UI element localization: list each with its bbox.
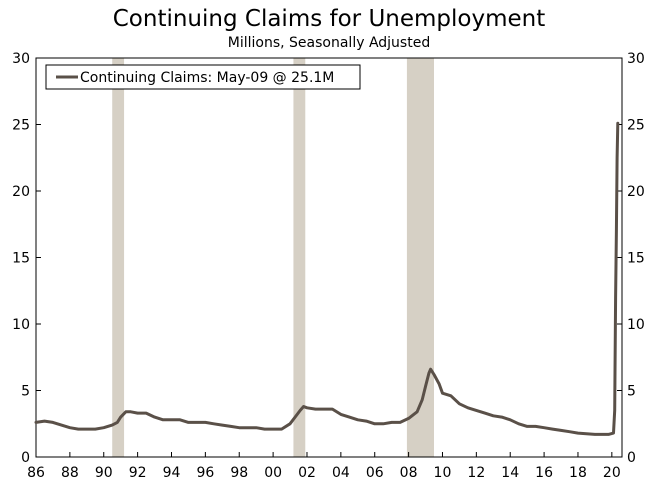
x-tick-label: 12 — [467, 465, 485, 481]
x-tick-label: 20 — [603, 465, 621, 481]
y-tick-label-left: 25 — [12, 118, 30, 134]
chart-title: Continuing Claims for Unemployment — [113, 6, 546, 32]
x-tick-label: 16 — [535, 465, 553, 481]
x-tick-label: 02 — [298, 465, 316, 481]
x-tick-label: 90 — [95, 465, 113, 481]
x-tick-label: 18 — [569, 465, 587, 481]
chart-subtitle: Millions, Seasonally Adjusted — [228, 35, 430, 51]
y-tick-label-right: 0 — [627, 450, 636, 466]
y-tick-label-left: 5 — [21, 384, 30, 400]
x-tick-label: 04 — [332, 465, 350, 481]
y-tick-label-right: 15 — [627, 251, 645, 267]
recession-band — [293, 58, 306, 457]
legend-label: Continuing Claims: May-09 @ 25.1M — [80, 70, 334, 86]
x-tick-label: 86 — [27, 465, 45, 481]
y-tick-label-left: 10 — [12, 317, 30, 333]
recession-shading — [112, 58, 435, 457]
x-tick-label: 06 — [366, 465, 384, 481]
legend: Continuing Claims: May-09 @ 25.1M — [45, 64, 361, 90]
x-tick-label: 88 — [61, 465, 79, 481]
series-lines — [34, 121, 620, 436]
y-tick-label-right: 20 — [627, 184, 645, 200]
recession-band — [406, 58, 435, 457]
x-tick-label: 14 — [501, 465, 519, 481]
y-tick-label-left: 20 — [12, 184, 30, 200]
y-tick-label-right: 30 — [627, 51, 645, 67]
legend-box — [45, 64, 361, 90]
y-tick-label-right: 10 — [627, 317, 645, 333]
y-tick-label-left: 30 — [12, 51, 30, 67]
x-tick-label: 98 — [230, 465, 248, 481]
y-tick-label-right: 5 — [627, 384, 636, 400]
y-tick-label-left: 0 — [21, 450, 30, 466]
x-tick-label: 08 — [400, 465, 418, 481]
x-tick-label: 96 — [196, 465, 214, 481]
series-line — [34, 121, 620, 436]
x-tick-label: 94 — [163, 465, 181, 481]
y-tick-label-left: 15 — [12, 251, 30, 267]
y-tick-label-right: 25 — [627, 118, 645, 134]
x-tick-label: 00 — [264, 465, 282, 481]
recession-band — [112, 58, 125, 457]
x-tick-label: 10 — [434, 465, 452, 481]
x-tick-label: 92 — [129, 465, 147, 481]
